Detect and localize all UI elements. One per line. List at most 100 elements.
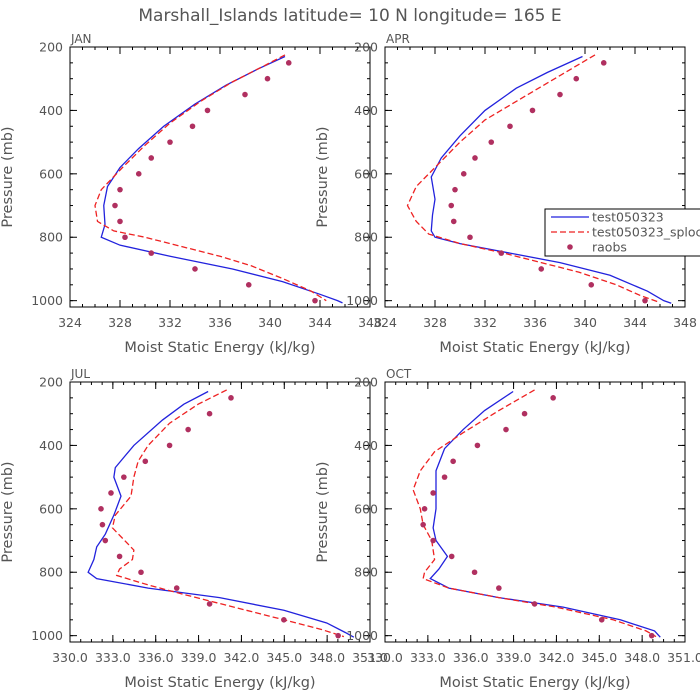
raobs-point — [245, 282, 252, 288]
y-axis-label: Pressure (mb) — [0, 461, 16, 562]
x-tick-label: 336.0 — [453, 650, 489, 665]
x-tick-label: 348 — [358, 315, 382, 330]
y-tick-label: 200 — [354, 375, 378, 390]
raobs-point — [450, 218, 457, 225]
x-tick-label: 342.0 — [539, 650, 575, 665]
raobs-point — [312, 297, 318, 304]
x-tick-label: 344 — [623, 315, 647, 330]
x-tick-label: 348.0 — [309, 650, 345, 665]
series-group — [412, 389, 661, 639]
x-tick-label: 330.0 — [367, 650, 403, 665]
x-tick-label: 332 — [473, 315, 497, 330]
raobs-point — [112, 202, 118, 209]
y-tick-label: 600 — [39, 501, 63, 516]
raobs-point — [173, 585, 180, 591]
panel-title: OCT — [386, 367, 412, 381]
legend-raobs-marker — [567, 244, 573, 250]
figure-title: Marshall_Islands latitude= 10 N longitud… — [138, 6, 561, 26]
x-tick-label: 344 — [308, 315, 332, 330]
raobs-point — [600, 60, 607, 66]
y-tick-label: 800 — [39, 565, 63, 580]
series-test050323-sploc-line — [94, 54, 327, 302]
y-tick-label: 400 — [39, 438, 63, 453]
y-tick-label: 800 — [39, 230, 63, 245]
y-axis-label: Pressure (mb) — [315, 126, 331, 227]
raobs-point — [498, 250, 505, 256]
y-axis-label: Pressure (mb) — [315, 461, 331, 562]
raobs-point — [488, 139, 495, 145]
series-test050323-sploc-line — [406, 54, 658, 303]
raobs-point — [430, 537, 436, 544]
raobs-point — [206, 601, 213, 607]
raobs-point — [467, 234, 473, 241]
x-tick-label: 348.0 — [624, 650, 660, 665]
raobs-point — [108, 490, 114, 496]
y-tick-label: 200 — [39, 375, 63, 390]
x-tick-label: 345.0 — [266, 650, 302, 665]
raobs-point — [206, 410, 213, 417]
raobs-point — [135, 171, 142, 177]
series-group — [406, 54, 672, 304]
x-tick-label: 328 — [423, 315, 447, 330]
raobs-point — [460, 171, 467, 177]
x-axis-label: Moist Static Energy (kJ/kg) — [439, 340, 630, 356]
x-tick-label: 345.0 — [581, 650, 617, 665]
raobs-point — [117, 186, 123, 193]
raobs-point — [573, 75, 580, 82]
raobs-point — [264, 75, 271, 82]
x-tick-label: 340 — [258, 315, 282, 330]
raobs-point — [420, 521, 426, 528]
y-tick-label: 200 — [354, 40, 378, 55]
raobs-point — [116, 553, 123, 560]
x-tick-label: 324 — [373, 315, 397, 330]
raobs-point — [507, 123, 513, 130]
x-tick-label: 340 — [573, 315, 597, 330]
y-tick-label: 600 — [354, 166, 378, 181]
y-axis-label: Pressure (mb) — [0, 126, 16, 227]
x-tick-label: 333.0 — [410, 650, 446, 665]
series-test050323-line — [100, 55, 343, 304]
raobs-point — [471, 569, 478, 576]
x-tick-label: 336.0 — [138, 650, 174, 665]
raobs-point — [228, 395, 234, 401]
raobs-point — [448, 553, 455, 560]
raobs-point — [142, 458, 149, 465]
raobs-point — [529, 107, 536, 114]
panel-apr: APR 324 328 332 336 340 344 348 200 400 600 800 1000… — [315, 32, 697, 356]
x-tick-label: 336 — [523, 315, 547, 330]
raobs-point — [121, 474, 127, 480]
x-tick-label: 328 — [108, 315, 132, 330]
raobs-point — [448, 202, 455, 209]
raobs-point — [503, 426, 509, 433]
raobs-point — [521, 410, 528, 417]
x-tick-label: 332 — [158, 315, 182, 330]
raobs-point — [166, 442, 173, 449]
y-tick-label: 400 — [354, 103, 378, 118]
raobs-point — [557, 91, 563, 98]
x-tick-label: 351.0 — [667, 650, 700, 665]
series-test050323-sploc-line — [412, 389, 657, 638]
y-tick-label: 800 — [354, 230, 378, 245]
panel-oct: OCT 330.0 333.0 336.0 339.0 342.0 345.0 348.0 35… — [315, 367, 700, 691]
raobs-point — [642, 297, 648, 304]
x-axis-label: Moist Static Energy (kJ/kg) — [124, 340, 315, 356]
x-tick-label: 336 — [208, 315, 232, 330]
x-axis-label: Moist Static Energy (kJ/kg) — [439, 675, 630, 691]
raobs-point — [531, 601, 538, 607]
y-tick-label: 1000 — [31, 628, 63, 643]
raobs-point — [550, 395, 556, 401]
raobs-point — [430, 490, 436, 496]
raobs-point — [148, 155, 155, 161]
raobs-point — [496, 585, 502, 591]
y-tick-label: 600 — [39, 166, 63, 181]
raobs-point — [598, 617, 605, 623]
raobs-point — [588, 282, 595, 288]
panel-jul: JUL 330.0 333.0 336.0 339.0 342.0 345.0 348.0 35… — [0, 367, 388, 691]
raobs-point — [441, 474, 448, 480]
raobs-point — [421, 506, 428, 512]
series-test050323-line — [430, 55, 672, 304]
panel-title: JAN — [70, 32, 92, 46]
plot-frame — [384, 46, 686, 308]
panel-title: APR — [386, 32, 410, 46]
